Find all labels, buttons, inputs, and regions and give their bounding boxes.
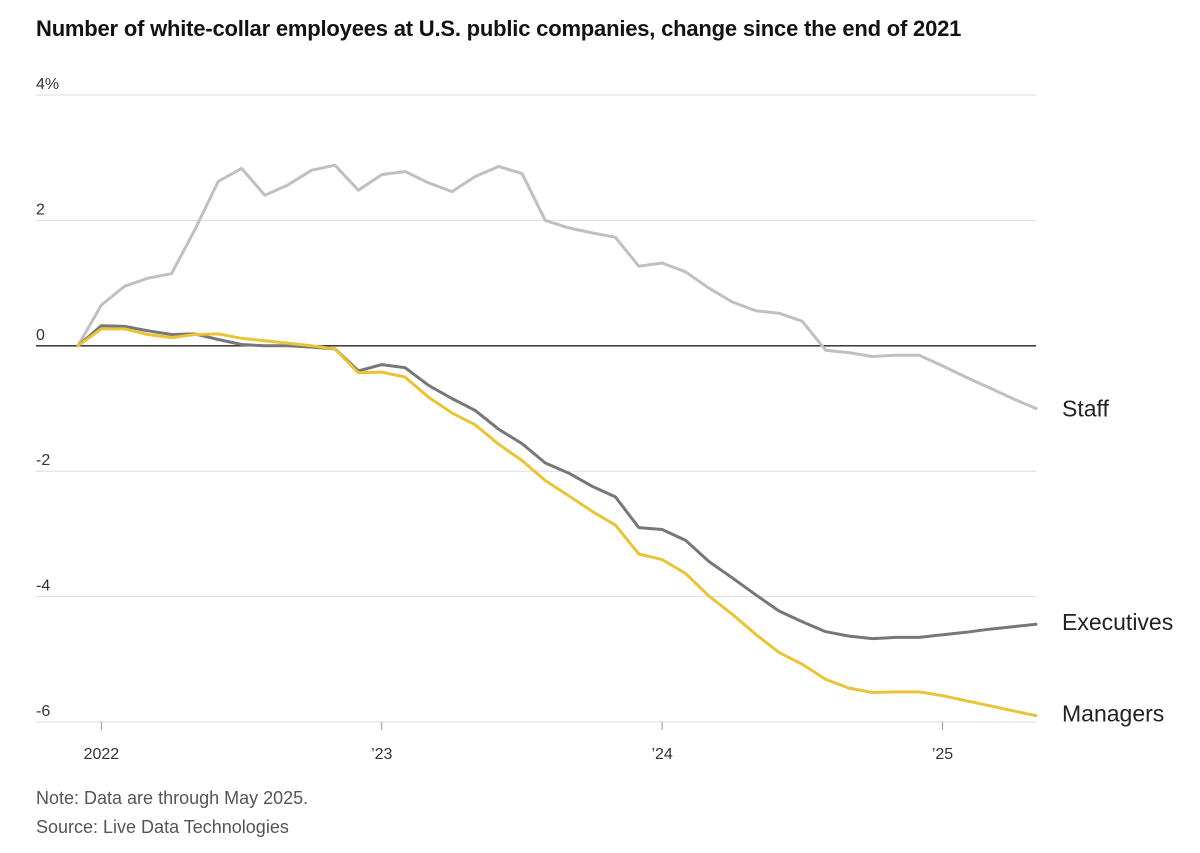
x-tick-label: 2022 [84, 746, 120, 763]
x-tick-label: ’25 [932, 746, 953, 763]
series-labels: Staff Executives Managers [1062, 396, 1173, 727]
x-tick-label: ’24 [651, 746, 672, 763]
series-line-executives [76, 324, 1038, 641]
y-tick-label: 4% [36, 76, 59, 93]
series-lines [76, 163, 1038, 718]
chart-source: Source: Live Data Technologies [36, 817, 289, 837]
y-tick-label: 2 [36, 201, 45, 218]
x-axis-ticks: 2022 ’23 ’24 ’25 [84, 722, 953, 763]
y-tick-label: -4 [36, 578, 50, 595]
series-line-managers [76, 327, 1038, 718]
y-tick-label: -2 [36, 452, 50, 469]
x-tick-label: ’23 [371, 746, 392, 763]
gridlines [36, 94, 1036, 723]
chart-title: Number of white-collar employees at U.S.… [36, 16, 962, 41]
series-label-executives: Executives [1062, 609, 1173, 635]
y-tick-label: 0 [36, 327, 45, 344]
series-label-managers: Managers [1062, 701, 1164, 727]
series-label-staff: Staff [1062, 396, 1109, 422]
y-axis-tick-labels: 4% 2 0 -2 -4 -6 [36, 76, 59, 720]
chart-note: Note: Data are through May 2025. [36, 788, 309, 808]
y-tick-label: -6 [36, 703, 50, 720]
series-line-staff [76, 163, 1038, 410]
